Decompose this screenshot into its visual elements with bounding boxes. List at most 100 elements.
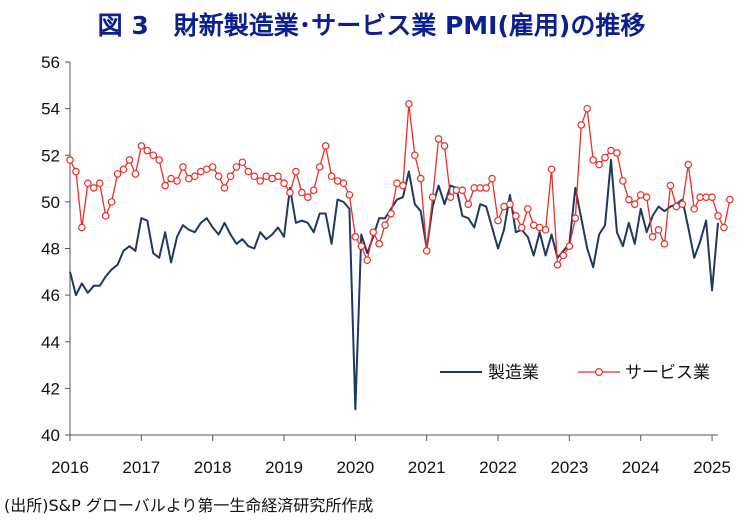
services-point — [345, 191, 354, 199]
services-point — [113, 170, 122, 178]
x-tick-label: 2021 — [408, 458, 446, 477]
services-point — [577, 121, 586, 129]
services-point — [226, 172, 235, 181]
services-point — [440, 142, 449, 150]
services-point — [678, 200, 687, 209]
services-point — [518, 223, 526, 232]
x-tick-label: 2022 — [479, 458, 517, 477]
services-point — [161, 181, 169, 190]
x-tick-label: 2016 — [51, 458, 89, 477]
services-point — [601, 153, 609, 162]
source-note: (出所)S&P グローバルより第一生命経済研究所作成 — [4, 496, 374, 515]
services-point — [684, 160, 693, 169]
services-point — [119, 165, 128, 174]
pmi-employment-chart: 40 42 44 46 48 50 52 54 56 2016 2017 2018 2019 2020 20… — [41, 53, 734, 477]
legend-label-manufacturing: 製造業 — [488, 363, 539, 383]
services-point — [298, 188, 306, 197]
x-tick-label: 2025 — [693, 458, 731, 477]
services-point — [369, 228, 377, 236]
services-point — [321, 142, 330, 150]
services-point — [107, 198, 116, 206]
services-point — [303, 193, 312, 202]
services-point — [101, 212, 110, 220]
x-tick-label: 2019 — [265, 458, 303, 477]
y-tick-label: 46 — [41, 286, 60, 305]
x-tick-label: 2023 — [550, 458, 588, 477]
services-point — [589, 156, 597, 164]
services-point — [125, 156, 134, 164]
services-point — [726, 195, 734, 204]
services-point — [363, 256, 372, 264]
services-point — [179, 163, 187, 171]
services-point — [89, 184, 98, 192]
y-tick-label: 48 — [41, 240, 60, 259]
services-point — [191, 172, 199, 181]
services-point — [434, 135, 443, 143]
services-point — [208, 163, 217, 171]
services-point — [482, 184, 490, 192]
services-point — [405, 100, 413, 108]
services-point — [422, 247, 431, 255]
services-point — [143, 146, 152, 155]
services-point — [660, 240, 669, 248]
services-point — [327, 172, 336, 181]
services-point — [149, 151, 158, 160]
services-point — [292, 167, 300, 176]
services-point — [625, 195, 633, 204]
services-point — [137, 142, 146, 150]
services-point — [72, 167, 80, 176]
y-tick-label: 56 — [41, 53, 60, 72]
services-point — [280, 179, 288, 188]
services-point — [173, 177, 181, 185]
legend-marker-services — [594, 368, 603, 377]
services-point — [315, 163, 324, 171]
services-point — [339, 179, 348, 188]
services-point — [666, 181, 675, 190]
services-point — [506, 200, 514, 209]
services-point — [595, 160, 603, 169]
services-point — [357, 242, 366, 250]
services-point — [547, 165, 556, 174]
services-point — [708, 193, 716, 202]
services-point — [399, 181, 407, 190]
y-tick-label: 50 — [41, 193, 60, 212]
services-point — [232, 163, 241, 171]
services-point — [714, 212, 722, 220]
services-point — [619, 177, 627, 185]
series-layer — [66, 100, 734, 411]
services-point — [309, 186, 318, 195]
services-point — [256, 177, 265, 185]
services-point — [250, 172, 259, 181]
services-point — [630, 200, 639, 209]
services-point — [416, 174, 425, 183]
services-point — [387, 209, 395, 218]
services-point — [690, 205, 699, 213]
services-point — [446, 193, 455, 202]
services-point — [642, 193, 651, 202]
services-point — [84, 179, 92, 188]
services-point — [494, 216, 502, 225]
x-tick-label: 2020 — [336, 458, 374, 477]
services-point — [523, 205, 532, 213]
y-tick-label: 40 — [41, 426, 60, 445]
services-point — [411, 151, 419, 160]
y-tick-label: 52 — [41, 146, 60, 165]
services-point — [488, 174, 496, 183]
services-point — [381, 221, 389, 229]
services-point — [238, 158, 247, 167]
services-point — [244, 167, 253, 176]
services-point — [559, 251, 568, 260]
y-tick-label: 54 — [41, 100, 60, 119]
services-point — [571, 214, 580, 222]
services-point — [351, 233, 360, 241]
services-point — [720, 223, 728, 232]
services-point — [286, 188, 294, 197]
services-point — [565, 242, 574, 250]
y-tick-label: 44 — [41, 333, 60, 352]
services-point — [214, 172, 223, 181]
services-point — [428, 193, 437, 202]
legend: 製造業 サービス業 — [440, 363, 710, 383]
y-tick-label: 42 — [41, 379, 60, 398]
x-tick-label: 2018 — [194, 458, 232, 477]
services-point — [583, 104, 592, 113]
